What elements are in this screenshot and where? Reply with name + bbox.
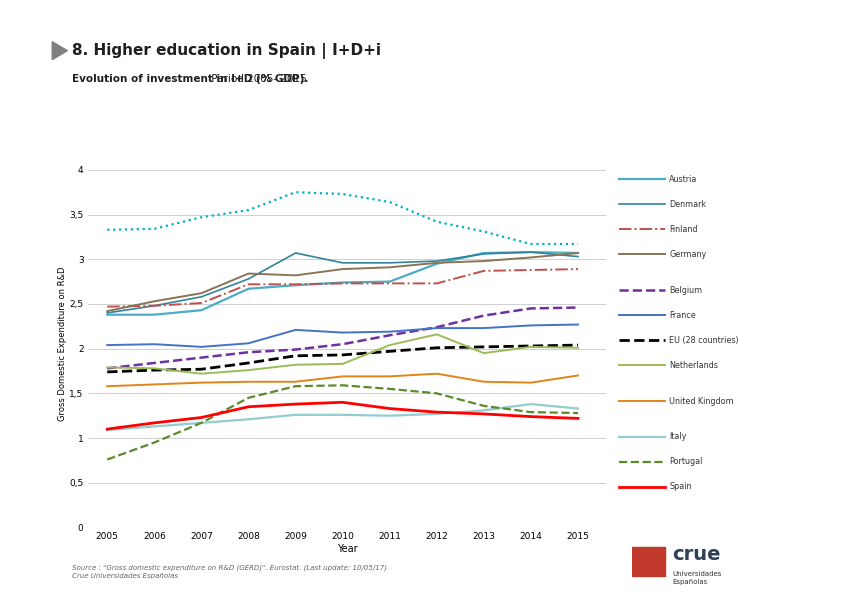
Text: Spain: Spain — [669, 482, 692, 492]
Y-axis label: Gross Domestic Expenditure on R&D: Gross Domestic Expenditure on R&D — [57, 267, 67, 421]
Text: Netherlands: Netherlands — [669, 361, 718, 370]
Text: United Kingdom: United Kingdom — [669, 396, 734, 406]
X-axis label: Year: Year — [337, 544, 358, 554]
Bar — [632, 547, 665, 576]
Text: Universidades
Españolas: Universidades Españolas — [672, 572, 722, 585]
Text: Finland: Finland — [669, 225, 698, 234]
Text: crue: crue — [672, 545, 721, 564]
Text: Period 2005- 2015: Period 2005- 2015 — [208, 74, 306, 83]
Text: 8. Higher education in Spain | I+D+i: 8. Higher education in Spain | I+D+i — [72, 43, 381, 58]
Text: Belgium: Belgium — [669, 285, 702, 295]
Text: Denmark: Denmark — [669, 200, 706, 209]
Text: Italy: Italy — [669, 432, 687, 442]
Text: Portugal: Portugal — [669, 457, 703, 467]
Text: Source : "Gross domestic expenditure on R&D (GERD)". Eurostat. (Last update: 10/: Source : "Gross domestic expenditure on … — [72, 564, 386, 579]
Text: Evolution of investment in I+D (% GDP).: Evolution of investment in I+D (% GDP). — [72, 74, 308, 83]
Text: EU (28 countries): EU (28 countries) — [669, 336, 739, 345]
Text: France: France — [669, 311, 696, 320]
Text: Austria: Austria — [669, 175, 698, 184]
Text: Germany: Germany — [669, 250, 706, 259]
